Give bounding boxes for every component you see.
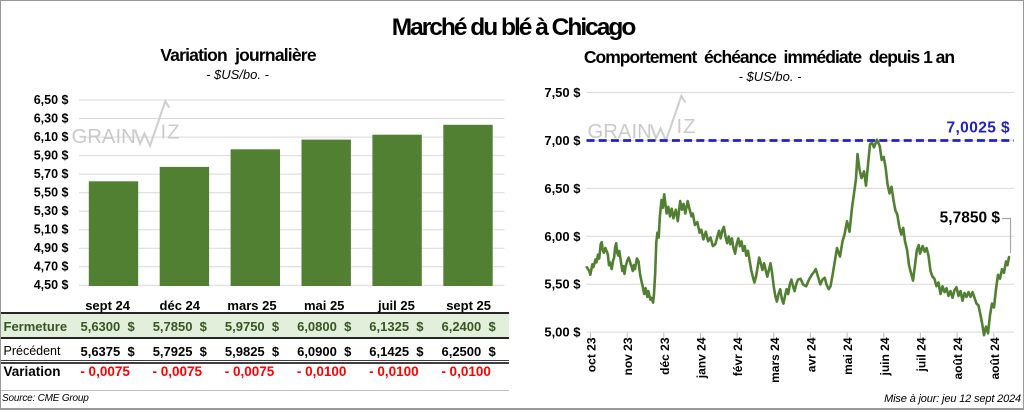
svg-text:6,00 $: 6,00 $ <box>544 229 581 244</box>
svg-text:5,7850 $: 5,7850 $ <box>940 210 1001 227</box>
svg-text:4,90 $: 4,90 $ <box>34 241 69 255</box>
svg-text:7,0025 $: 7,0025 $ <box>946 120 1010 137</box>
svg-text:GRAIN: GRAIN <box>72 126 136 148</box>
svg-text:7,00 $: 7,00 $ <box>544 133 581 148</box>
svg-text:5,50 $: 5,50 $ <box>544 277 581 292</box>
svg-text:5,90 $: 5,90 $ <box>34 148 69 162</box>
svg-text:5,50 $: 5,50 $ <box>34 186 69 200</box>
svg-text:oct 23: oct 23 <box>585 337 599 372</box>
svg-text:févr 24: févr 24 <box>731 337 745 376</box>
svg-text:mai 24: mai 24 <box>841 337 855 375</box>
svg-text:5,30 $: 5,30 $ <box>34 204 69 218</box>
svg-text:5,10 $: 5,10 $ <box>34 223 69 237</box>
svg-text:IZ: IZ <box>677 116 697 138</box>
svg-text:août 24: août 24 <box>988 337 1002 379</box>
svg-text:juin 24: juin 24 <box>878 337 892 376</box>
svg-text:6,50 $: 6,50 $ <box>544 181 581 196</box>
svg-text:GRAIN: GRAIN <box>588 121 652 143</box>
svg-text:déc 23: déc 23 <box>658 337 672 375</box>
svg-text:mars 24: mars 24 <box>768 337 782 383</box>
svg-text:avr 24: avr 24 <box>805 337 819 372</box>
svg-text:5,00 $: 5,00 $ <box>544 325 581 340</box>
svg-text:4,50 $: 4,50 $ <box>34 278 69 292</box>
svg-text:6,10 $: 6,10 $ <box>34 130 69 144</box>
svg-text:7,50 $: 7,50 $ <box>544 85 581 100</box>
svg-text:6,30 $: 6,30 $ <box>34 111 69 125</box>
svg-text:6,50 $: 6,50 $ <box>34 93 69 107</box>
svg-text:4,70 $: 4,70 $ <box>34 260 69 274</box>
svg-text:juil 24: juil 24 <box>914 337 928 372</box>
svg-text:nov 23: nov 23 <box>621 337 635 375</box>
svg-text:août 24: août 24 <box>951 337 965 379</box>
svg-text:5,70 $: 5,70 $ <box>34 167 69 181</box>
svg-text:janv 24: janv 24 <box>695 337 709 379</box>
svg-text:IZ: IZ <box>161 121 181 143</box>
